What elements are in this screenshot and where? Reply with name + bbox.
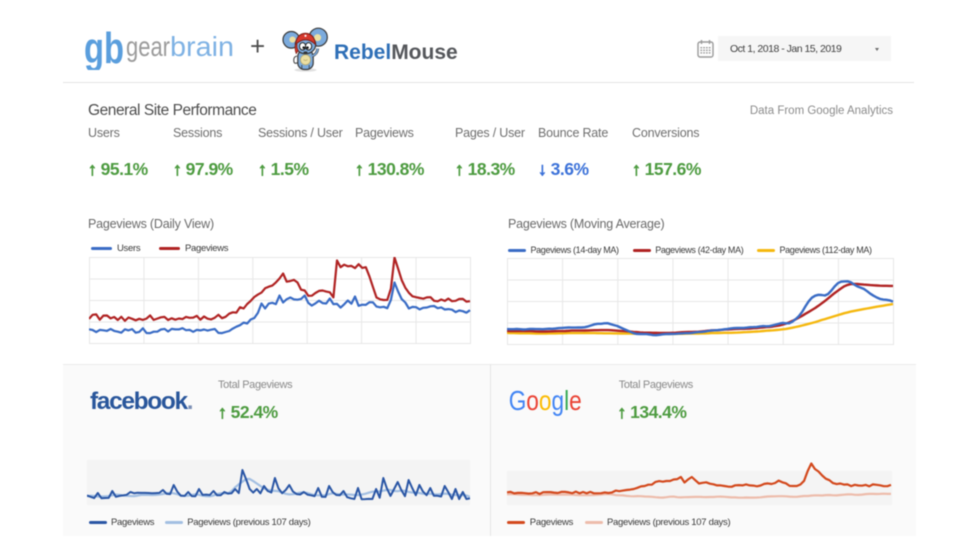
svg-text:+: +: [250, 31, 265, 61]
svg-text:Google: Google: [509, 385, 582, 416]
svg-text:gear: gear: [126, 31, 170, 62]
svg-text:brain: brain: [170, 31, 234, 62]
svg-text:gb: gb: [84, 24, 124, 70]
